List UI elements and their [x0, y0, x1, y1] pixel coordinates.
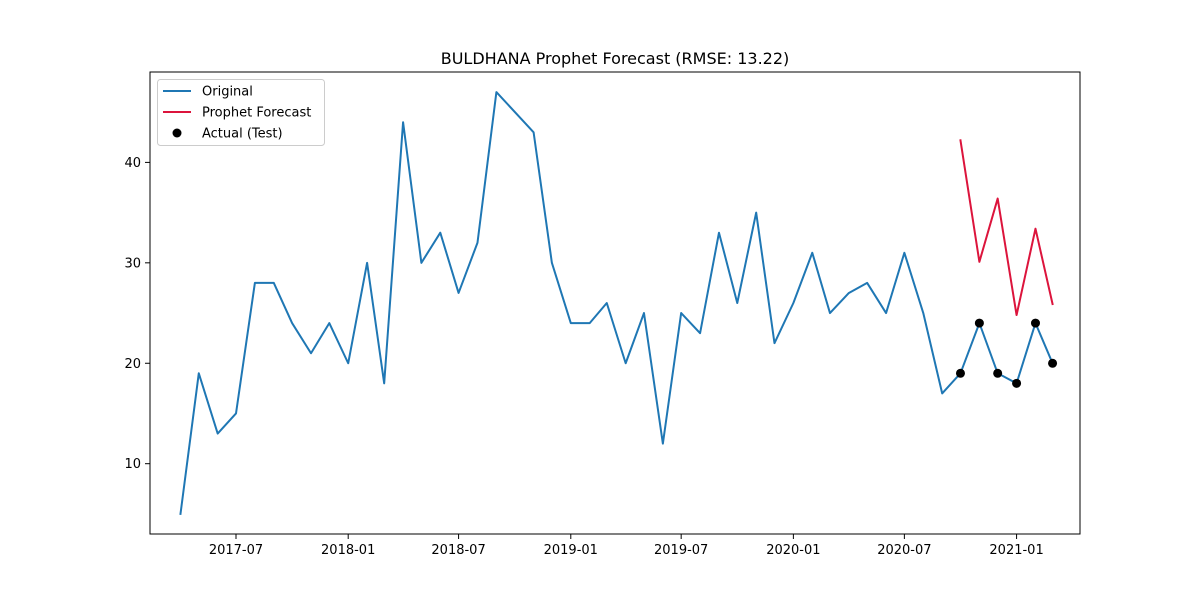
plot-area	[179, 91, 1058, 516]
series-line-prophet-forecast	[959, 139, 1054, 317]
data-point-actual-test	[993, 368, 1003, 378]
y-tick-label: 20	[124, 357, 141, 372]
x-tick-label: 2017-07	[209, 543, 263, 558]
x-tick-label: 2020-01	[766, 543, 820, 558]
data-point-actual-test	[974, 318, 984, 328]
y-axis: 10 20 30 40	[124, 156, 150, 472]
y-tick-label: 40	[124, 156, 141, 171]
data-point-actual-test	[1030, 318, 1040, 328]
data-point-actual-test	[955, 368, 965, 378]
data-point-actual-test	[1048, 358, 1058, 368]
legend-label-actual-test: Actual (Test)	[202, 127, 283, 142]
x-tick-label: 2020-07	[877, 543, 931, 558]
legend-marker-actual-test	[172, 128, 182, 138]
x-tick-label: 2018-07	[431, 543, 485, 558]
y-tick-label: 30	[124, 256, 141, 271]
x-axis: 2017-07 2018-01 2018-07 2019-01 2019-07 2020-…	[209, 534, 1044, 558]
x-tick-label: 2019-07	[654, 543, 708, 558]
x-tick-label: 2021-01	[989, 543, 1043, 558]
x-tick-label: 2019-01	[544, 543, 598, 558]
legend-box	[157, 79, 325, 146]
chart-title: BULDHANA Prophet Forecast (RMSE: 13.22)	[441, 49, 790, 68]
legend-label-prophet-forecast: Prophet Forecast	[202, 106, 311, 121]
legend: Original Prophet Forecast Actual (Test)	[157, 79, 325, 146]
x-tick-label: 2018-01	[321, 543, 375, 558]
plot-frame	[149, 71, 1081, 535]
y-tick-label: 10	[124, 457, 141, 472]
legend-label-original: Original	[202, 85, 253, 100]
series-line-original	[179, 91, 1054, 516]
data-point-actual-test	[1012, 378, 1022, 388]
